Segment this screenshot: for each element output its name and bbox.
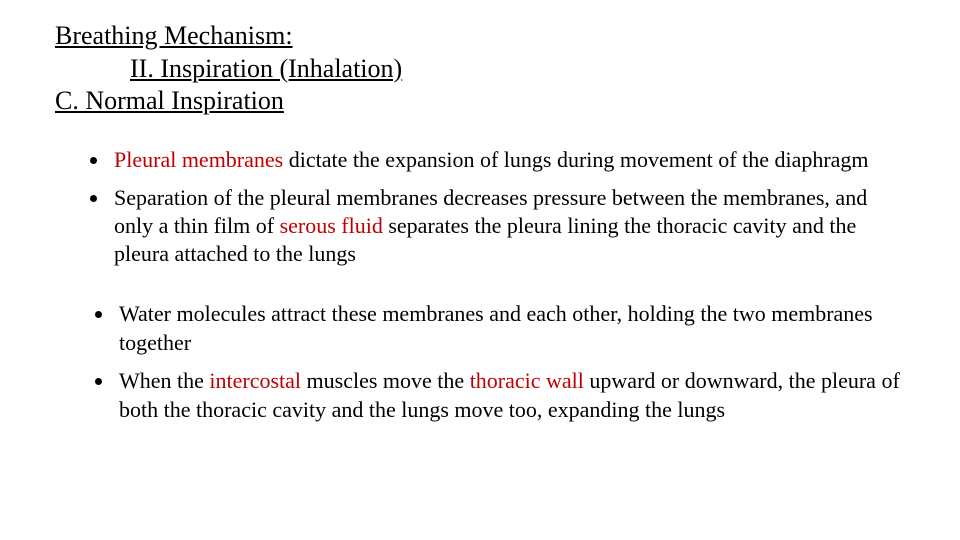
bullet-item-4: When the intercostal muscles move the th… bbox=[115, 367, 905, 424]
bullet-item-1: Pleural membranes dictate the expansion … bbox=[110, 146, 905, 174]
bullet-1-highlight: Pleural membranes bbox=[114, 147, 283, 172]
bullet-item-2: Separation of the pleural membranes decr… bbox=[110, 184, 905, 268]
bullet-4-text-b: muscles move the bbox=[301, 368, 470, 393]
bullet-4-text-a: When the bbox=[119, 368, 209, 393]
bullet-4-highlight-b: thoracic wall bbox=[470, 368, 590, 393]
bullet-list-2: Water molecules attract these membranes … bbox=[55, 300, 905, 424]
title-line-1: Breathing Mechanism: bbox=[55, 20, 905, 53]
title-line-2: II. Inspiration (Inhalation) bbox=[55, 53, 905, 86]
bullet-3-text: Water molecules attract these membranes … bbox=[119, 301, 873, 355]
slide: Breathing Mechanism: II. Inspiration (In… bbox=[0, 0, 960, 540]
bullet-4-highlight-a: intercostal bbox=[209, 368, 301, 393]
bullet-2-highlight: serous fluid bbox=[280, 213, 389, 238]
title-line-3: C. Normal Inspiration bbox=[55, 85, 905, 118]
bullet-list-1: Pleural membranes dictate the expansion … bbox=[55, 146, 905, 269]
bullet-1-text: dictate the expansion of lungs during mo… bbox=[283, 147, 868, 172]
spacer bbox=[55, 278, 905, 300]
bullet-item-3: Water molecules attract these membranes … bbox=[115, 300, 905, 357]
title-block: Breathing Mechanism: II. Inspiration (In… bbox=[55, 20, 905, 118]
